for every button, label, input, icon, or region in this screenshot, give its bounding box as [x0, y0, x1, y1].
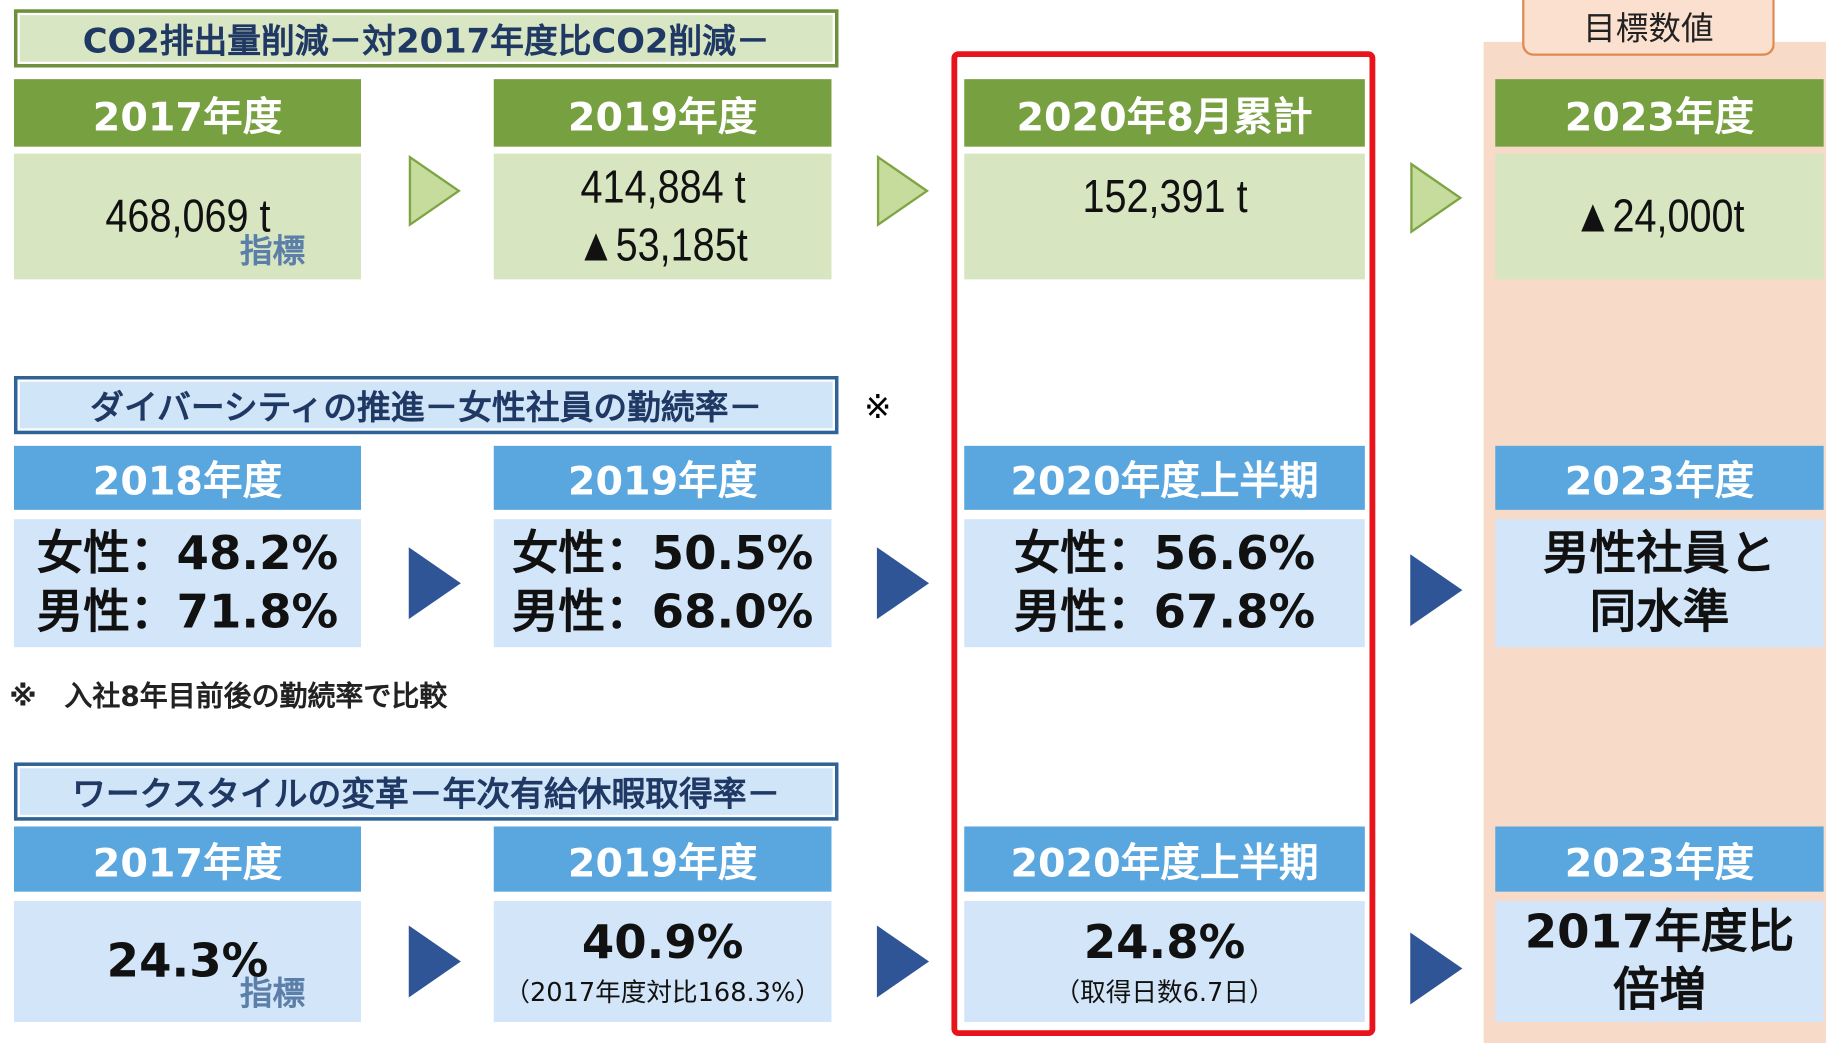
arrow — [1410, 932, 1463, 1005]
cell-body: 男性社員と 同水準 — [1495, 519, 1824, 648]
arrow-shape — [408, 925, 461, 998]
arrow — [408, 547, 461, 620]
cell-body: 24.8% （取得日数6.7日） — [964, 900, 1365, 1023]
cell-header: 2020年度上半期 — [964, 826, 1365, 892]
arrow-shape — [1410, 932, 1463, 1005]
arrow-shape — [408, 154, 461, 227]
cell-body: 女性：56.6% 男性：67.8% — [964, 519, 1365, 648]
cell-value: 2017年度比 — [1524, 905, 1795, 960]
cell-header: 2023年度 — [1495, 445, 1824, 510]
arrow — [1410, 554, 1463, 627]
cell-value: 倍増 — [1612, 963, 1707, 1018]
cell-header: 2019年度 — [493, 79, 832, 147]
cell-header: 2020年8月累計 — [964, 79, 1365, 147]
cell-value: 女性：56.6% — [1013, 527, 1316, 581]
cell-value: 152,391 t — [1081, 171, 1248, 223]
cell-value: 40.9% — [581, 916, 744, 970]
cell-value: ▲53,185t — [576, 220, 749, 272]
arrow — [876, 154, 930, 227]
cell-note: 指標 — [239, 231, 306, 271]
cell-value: ▲24,000t — [1573, 190, 1746, 243]
cell-value: 24.3% — [106, 934, 269, 989]
cell-body: 40.9% （2017年度対比168.3%） — [493, 900, 832, 1023]
cell-value: 男性社員と — [1543, 527, 1776, 581]
cell-value: 男性：67.8% — [1013, 585, 1316, 640]
cell-body: 2017年度比 倍増 — [1495, 900, 1824, 1023]
cell-header: 2023年度 — [1495, 79, 1824, 147]
cell-header: 2020年度上半期 — [964, 445, 1365, 510]
cell-value: 24.8% — [1083, 916, 1246, 970]
cell-header: 2019年度 — [493, 445, 832, 510]
footnote: ※ 入社8年目前後の勤続率で比較 — [9, 679, 448, 713]
cell-body: 414,884 t ▲53,185t — [493, 153, 832, 280]
cell-value: 男性：71.8% — [36, 585, 339, 640]
cell-value: 468,069 t — [104, 190, 271, 243]
cell-header: 2017年度 — [13, 79, 362, 147]
highlight-frame — [951, 51, 1376, 1037]
cell-body: 468,069 t 指標 — [13, 153, 362, 280]
section-title: ワークスタイルの変革－年次有給休暇取得率－ — [13, 762, 839, 821]
arrow — [408, 154, 461, 227]
cell-body: ▲24,000t — [1495, 153, 1824, 280]
arrow-shape — [408, 547, 461, 620]
section-title: CO2排出量削減－対2017年度比CO2削減－ — [13, 9, 839, 68]
cell-body: 24.3% 指標 — [13, 900, 362, 1023]
arrow — [876, 925, 930, 998]
cell-body: 152,391 t — [964, 153, 1365, 280]
target-label: 目標数値 — [1522, 0, 1775, 56]
cell-value: 男性：68.0% — [511, 585, 814, 640]
arrow — [876, 547, 930, 620]
section-mark: ※ — [864, 387, 892, 427]
arrow-shape — [876, 154, 930, 227]
arrow-shape — [876, 547, 930, 620]
cell-value: 女性：48.2% — [36, 527, 339, 581]
cell-value: 同水準 — [1589, 585, 1730, 640]
cell-header: 2018年度 — [13, 445, 362, 510]
cell-header: 2023年度 — [1495, 826, 1824, 892]
cell-header: 2017年度 — [13, 826, 362, 892]
section-title: ダイバーシティの推進－女性社員の勤続率－ — [13, 375, 839, 435]
cell-subtext: （2017年度対比168.3%） — [504, 978, 821, 1009]
cell-body: 女性：48.2% 男性：71.8% — [13, 519, 362, 648]
cell-value: 414,884 t — [580, 161, 746, 214]
arrow-shape — [1410, 161, 1463, 234]
cell-header: 2019年度 — [493, 826, 832, 892]
cell-value: 女性：50.5% — [511, 527, 814, 581]
cell-body: 女性：50.5% 男性：68.0% — [493, 519, 832, 648]
arrow-shape — [876, 925, 930, 998]
cell-note: 指標 — [239, 974, 306, 1013]
arrow — [408, 925, 461, 998]
arrow — [1410, 161, 1463, 234]
arrow-shape — [1410, 554, 1463, 627]
cell-subtext: （取得日数6.7日） — [1054, 978, 1275, 1009]
